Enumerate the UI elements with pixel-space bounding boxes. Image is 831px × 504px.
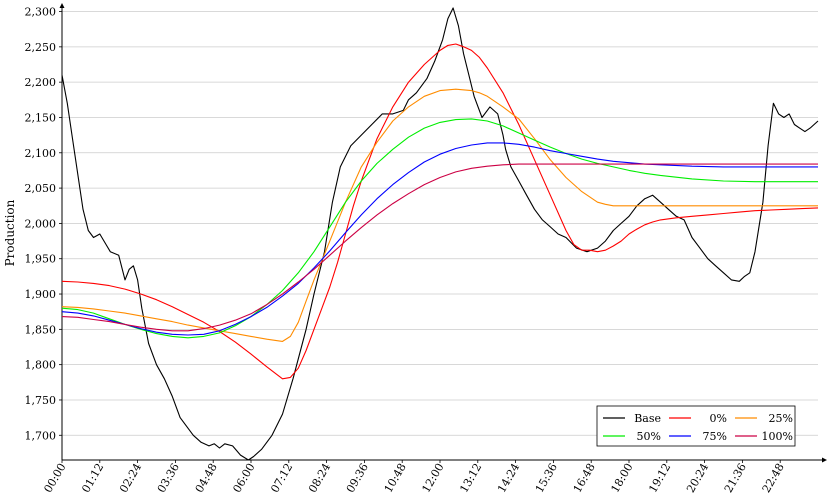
x-tick-label: 12:00: [419, 461, 446, 495]
y-tick-label: 1,850: [25, 323, 57, 336]
x-tick-label: 22:48: [760, 461, 787, 495]
y-axis-arrow: [59, 3, 65, 8]
y-tick-label: 2,100: [25, 147, 57, 160]
x-tick-label: 20:24: [684, 461, 711, 495]
series-line-0pct: [61, 43, 819, 380]
x-tick-label: 10:48: [382, 461, 409, 495]
grid: [62, 11, 818, 436]
x-tick-label: 16:48: [571, 461, 598, 495]
series-line-25pct: [61, 88, 818, 342]
x-tick-label: 07:12: [268, 461, 295, 495]
legend-label: 0%: [710, 412, 727, 425]
x-tick-label: 01:12: [79, 461, 106, 495]
y-tick-label: 1,700: [25, 429, 57, 442]
x-tick-label: 15:36: [533, 461, 560, 495]
y-tick-label: 2,150: [25, 111, 57, 124]
legend-label: 75%: [703, 430, 727, 443]
y-tick-label: 2,050: [25, 182, 57, 195]
x-tick-label: 04:48: [193, 461, 220, 495]
y-tick-label: 2,250: [25, 41, 57, 54]
series-line-base: [61, 7, 819, 461]
y-axis-label: Production: [3, 199, 17, 266]
x-tick-label: 09:36: [344, 461, 371, 495]
x-tick-label: 18:00: [608, 461, 635, 495]
x-tick-label: 03:36: [155, 461, 182, 495]
x-tick-label: 14:24: [495, 461, 522, 495]
y-tick-label: 2,000: [25, 217, 57, 230]
y-tick-label: 1,950: [25, 253, 57, 266]
x-axis-arrow: [822, 457, 827, 463]
legend-label: Base: [634, 412, 661, 425]
x-tick-label: 02:24: [117, 461, 144, 495]
series-line-50pct: [61, 118, 818, 339]
legend-box: [596, 405, 796, 447]
series-lines: [61, 7, 819, 461]
x-tick-label: 19:12: [646, 461, 673, 495]
legend: Base 0% 25% 50% 75% 100%: [596, 405, 796, 447]
x-tick-label: 00:00: [41, 461, 68, 495]
x-tick-label: 06:00: [230, 461, 257, 495]
y-tick-label: 1,800: [25, 359, 57, 372]
legend-label: 25%: [769, 412, 793, 425]
x-tick-label: 21:36: [722, 461, 749, 495]
legend-label: 100%: [762, 430, 793, 443]
y-tick-label: 1,900: [25, 288, 57, 301]
y-tick-label: 2,200: [25, 76, 57, 89]
y-tick-label: 1,750: [25, 394, 57, 407]
series-line-100pct: [61, 163, 818, 332]
legend-label: 50%: [637, 430, 661, 443]
x-tick-label: 08:24: [306, 461, 333, 495]
y-tick-label: 2,300: [25, 6, 57, 19]
series-line-75pct: [61, 142, 818, 336]
x-tick-label: 13:12: [457, 461, 484, 495]
